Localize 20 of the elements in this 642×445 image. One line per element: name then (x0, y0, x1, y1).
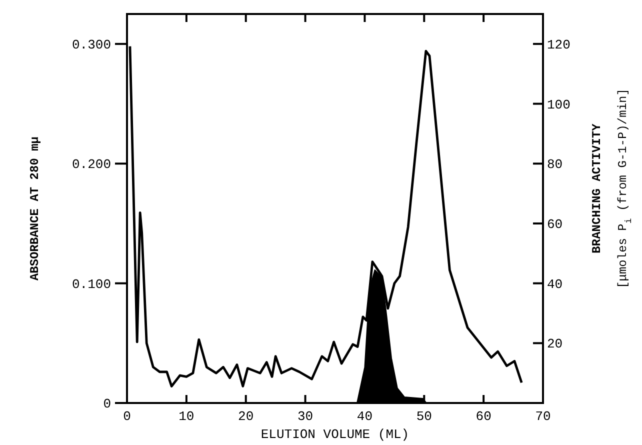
x-tick-label: 70 (535, 409, 551, 424)
x-tick-label: 40 (356, 409, 373, 424)
y-tick-label: 0.100 (72, 276, 111, 292)
x-tick-label: 50 (416, 409, 432, 424)
y2-tick-label: 20 (547, 336, 563, 352)
x-axis-title: ELUTION VOLUME (ML) (260, 427, 410, 442)
y-tick-label: 0.300 (72, 37, 111, 52)
y2-tick-label: 120 (547, 37, 570, 52)
x-tick-label: 60 (476, 409, 492, 424)
y2-tick-label: 80 (547, 157, 563, 172)
y-tick-label: 0.200 (72, 157, 111, 172)
x-tick-label: 30 (297, 409, 314, 424)
y2-tick-label: 100 (547, 97, 570, 112)
x-tick-label: 0 (123, 409, 131, 424)
x-tick-label: 20 (238, 409, 254, 424)
y-tick-label: 0 (103, 396, 111, 412)
x-tick-label: 10 (178, 409, 194, 424)
y2-tick-label: 40 (547, 276, 563, 292)
y-axis-title: ABSORBANCE AT 280 mμ (28, 136, 42, 281)
y2-tick-label: 60 (547, 217, 563, 232)
